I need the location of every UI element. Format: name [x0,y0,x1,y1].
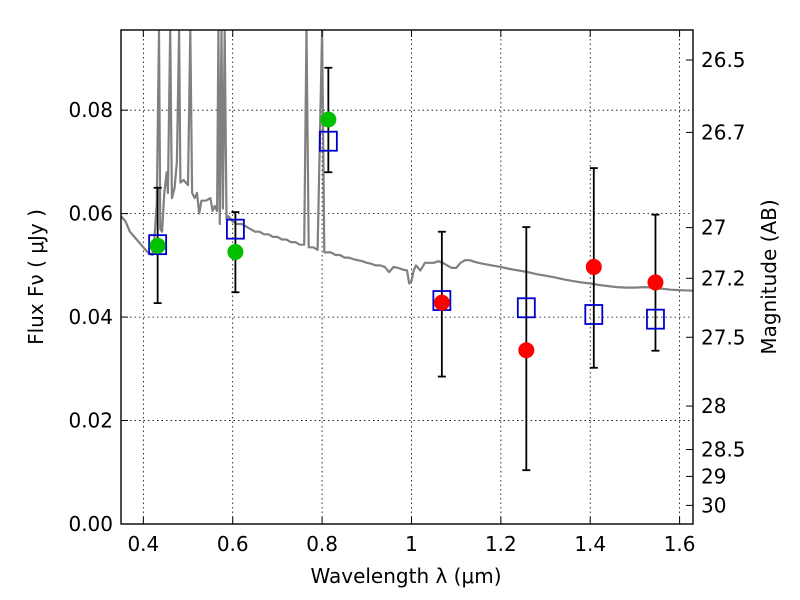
plot-area [121,30,693,472]
model-flux-square [516,297,536,319]
right-tick-label: 26.5 [701,48,746,72]
right-tick-label: 27.2 [701,266,746,290]
red-data-point [647,274,664,291]
model-flux-square [225,218,245,240]
red-data-point [518,342,535,359]
y-tick-label: 0.08 [68,98,113,122]
green-data-point [227,243,244,260]
right-tick-label: 27 [701,216,726,240]
green-data-point [149,237,166,254]
x-tick-label: 1 [405,532,418,556]
model-flux-square [318,130,338,152]
green-data-point [320,111,337,128]
right-tick-label: 28.5 [701,438,746,462]
right-tick-label: 29 [701,464,726,488]
right-tick-label: 28 [701,394,726,418]
x-tick-label: 1.4 [574,532,606,556]
right-tick-label: 27.5 [701,325,746,349]
y-tick-label: 0.06 [68,202,113,226]
right-tick-label: 26.7 [701,120,746,144]
axis-ticks: 0.4 0.6 0.8 1 1.2 1.4 1.6 0.00 0.02 0.04 0.06 0.08 2… [68,30,746,556]
y-tick-label: 0.00 [68,512,113,536]
sed-model-line [121,30,693,292]
x-tick-label: 0.6 [217,532,249,556]
red-data-point [433,294,450,311]
x-tick-label: 1.6 [664,532,696,556]
model-flux-square [584,304,604,325]
x-axis-label: Wavelength λ (μm) [310,564,501,588]
y-axis-label: Flux Fν ( μJy ) [24,209,48,345]
model-flux-square [148,234,168,256]
right-tick-label: 30 [701,493,726,517]
red-data-point [585,258,602,275]
y-tick-label: 0.02 [68,409,113,433]
model-flux-square [646,308,665,330]
y-tick-label: 0.04 [68,305,113,329]
x-tick-label: 0.4 [127,532,159,556]
y-axis-right-label: Magnitude (AB) [757,199,781,354]
x-tick-label: 1.2 [485,532,517,556]
x-tick-label: 0.8 [306,532,338,556]
plot-frame [120,29,694,525]
